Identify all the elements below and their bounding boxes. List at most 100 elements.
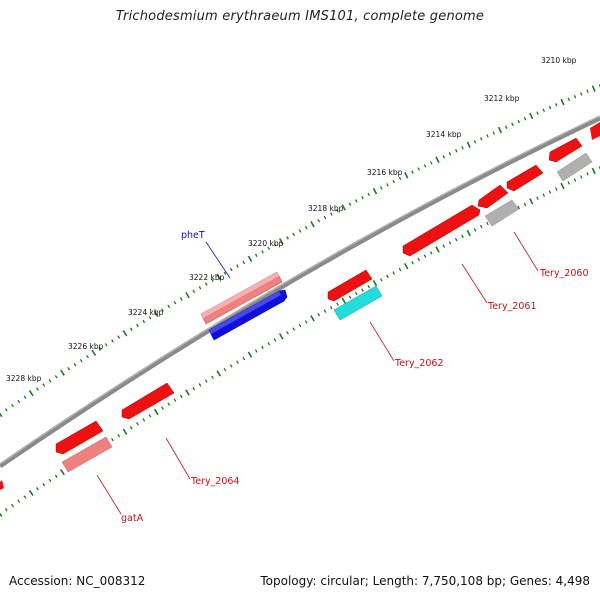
ruler-label-3214: 3214 kbp [426, 130, 462, 139]
gene-left-edge[interactable] [0, 480, 4, 490]
outer-ruler-minor-tick [492, 131, 495, 135]
ruler-label-3216: 3216 kbp [367, 168, 403, 177]
outer-ruler-major-tick [529, 112, 534, 120]
inner-ruler-minor-tick [461, 234, 464, 239]
gene-tery-2061[interactable] [402, 204, 481, 257]
genome-backbone [0, 115, 600, 469]
inner-ruler-minor-tick [554, 187, 558, 191]
gene-red-d[interactable] [55, 420, 104, 455]
gene-gray-a[interactable] [556, 152, 593, 182]
outer-ruler-minor-tick [542, 108, 545, 113]
outer-ruler-minor-tick [361, 195, 364, 200]
outer-ruler-major-tick [497, 126, 503, 134]
inner-ruler-minor-tick [4, 508, 8, 512]
outer-ruler-minor-tick [442, 155, 445, 159]
inner-ruler-minor-tick [317, 313, 321, 317]
gene-tery-2060-b[interactable] [477, 184, 509, 209]
outer-ruler-major-tick [372, 187, 378, 195]
outer-ruler-minor-tick [236, 264, 239, 268]
outer-ruler-minor-tick [323, 215, 327, 220]
gene-label-tery-2064[interactable]: Tery_2064 [190, 476, 240, 487]
inner-ruler-minor-tick [567, 181, 570, 185]
gene-label-phet[interactable]: pheT [181, 230, 205, 241]
inner-ruler-minor-tick [254, 349, 258, 353]
ruler-label-3212: 3212 kbp [484, 94, 520, 103]
outer-ruler-minor-tick [348, 202, 352, 206]
leader-tery-2064 [165, 437, 191, 480]
inner-ruler-minor-tick [517, 205, 521, 210]
outer-ruler-minor-tick [423, 164, 427, 168]
inner-ruler-minor-tick [204, 379, 208, 383]
outer-ruler-minor-tick [292, 232, 296, 237]
outer-ruler-minor-tick [192, 289, 196, 294]
inner-ruler-major-tick [560, 182, 565, 190]
outer-ruler-minor-tick [23, 395, 27, 399]
inner-ruler-minor-tick [111, 437, 114, 442]
inner-ruler-major-tick [60, 469, 65, 476]
inner-ruler-minor-tick [329, 305, 333, 310]
inner-ruler-major-tick [0, 512, 3, 518]
outer-ruler-major-tick [91, 349, 97, 356]
outer-ruler-minor-tick [67, 367, 71, 371]
outer-ruler-minor-tick [329, 212, 333, 216]
outer-ruler-minor-tick [336, 209, 339, 213]
outer-ruler-major-tick [28, 390, 34, 397]
outer-ruler-major-tick [60, 369, 65, 376]
outer-ruler-minor-tick [86, 354, 89, 359]
outer-ruler-minor-tick [555, 103, 558, 107]
gene-label-tery-2061[interactable]: Tery_2061 [487, 301, 537, 312]
inner-ruler-minor-tick [179, 394, 183, 399]
inner-ruler-major-tick [28, 489, 34, 497]
outer-ruler-minor-tick [117, 335, 121, 339]
inner-ruler-minor-tick [479, 224, 483, 229]
inner-ruler-minor-tick [242, 356, 246, 361]
genome-backbone-highlight [0, 115, 600, 465]
inner-ruler-minor-tick [536, 196, 539, 200]
outer-ruler-minor-tick [136, 323, 139, 328]
ruler-label-3226: 3226 kbp [68, 342, 104, 351]
outer-ruler-minor-tick [586, 89, 589, 94]
inner-ruler-minor-tick [54, 474, 58, 478]
ruler-label-3222: 3222 kbp [189, 273, 225, 282]
inner-ruler-minor-tick [379, 278, 383, 282]
outer-ruler-major-tick [591, 85, 596, 92]
ruler-label-3224: 3224 kbp [128, 308, 164, 317]
genome-summary-text: Topology: circular; Length: 7,750,108 bp… [260, 574, 590, 588]
outer-ruler-minor-tick [473, 140, 477, 144]
inner-ruler-minor-tick [167, 402, 171, 406]
gene-tery-2060[interactable] [506, 164, 544, 192]
outer-ruler-minor-tick [211, 278, 214, 283]
gene-label-tery-2062[interactable]: Tery_2062 [394, 358, 444, 369]
outer-ruler-minor-tick [17, 399, 21, 404]
gene-red-c[interactable] [327, 269, 373, 302]
outer-ruler-minor-tick [286, 236, 289, 240]
gene-gata[interactable] [61, 436, 113, 473]
outer-ruler-minor-tick [392, 179, 396, 184]
outer-ruler-minor-tick [461, 146, 464, 150]
outer-ruler-minor-tick [298, 229, 302, 233]
outer-ruler-minor-tick [386, 183, 389, 187]
gene-tery-2062[interactable] [333, 285, 383, 321]
gene-label-tery-2060[interactable]: Tery_2060 [539, 268, 589, 279]
inner-ruler-major-tick [466, 229, 471, 237]
inner-ruler-minor-tick [586, 172, 589, 176]
inner-ruler-minor-tick [523, 202, 527, 207]
outer-ruler-minor-tick [179, 297, 183, 301]
inner-ruler-major-tick [404, 263, 409, 270]
inner-ruler-minor-tick [442, 244, 446, 248]
inner-ruler-minor-tick [273, 338, 277, 342]
outer-ruler-minor-tick [98, 347, 102, 351]
inner-ruler-minor-tick [17, 499, 21, 503]
outer-ruler-minor-tick [267, 246, 271, 251]
outer-ruler-minor-tick [161, 308, 164, 312]
outer-ruler-minor-tick [229, 267, 233, 272]
outer-ruler-minor-tick [261, 250, 264, 254]
gene-600-edge[interactable] [590, 122, 600, 140]
inner-ruler-major-tick [247, 351, 253, 358]
gene-label-gata[interactable]: gatA [121, 513, 144, 524]
gene-red-a[interactable] [548, 137, 583, 163]
outer-ruler-minor-tick [379, 186, 383, 190]
gene-tery-2064[interactable] [121, 382, 175, 420]
gene-gray-b[interactable] [484, 199, 520, 227]
